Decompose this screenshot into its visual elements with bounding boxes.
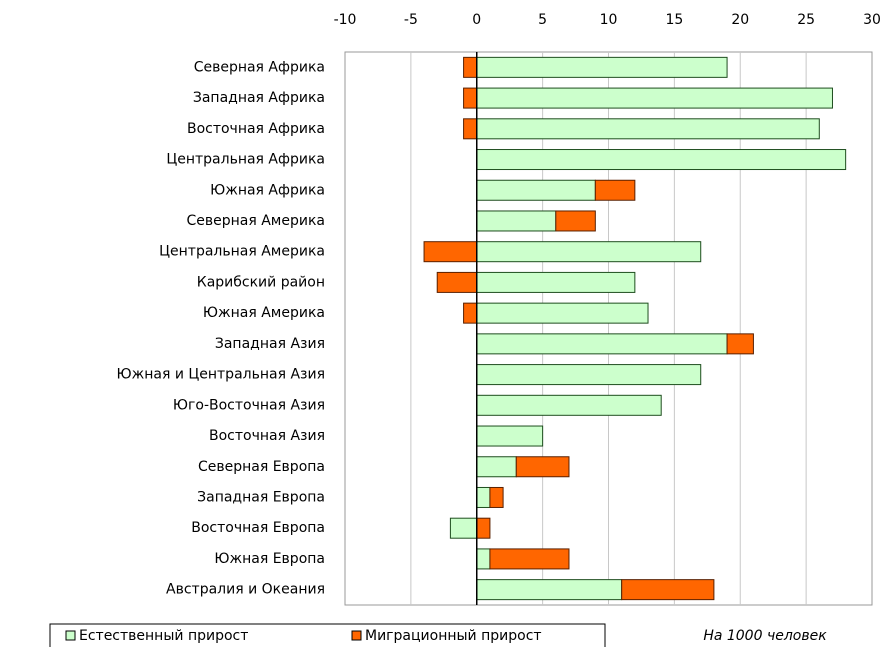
bar (423, 241, 478, 263)
x-tick-label: 5 (538, 12, 547, 28)
x-tick-label: 10 (600, 12, 618, 28)
y-tick-label: Восточная Азия (209, 428, 325, 444)
legend-swatch (65, 630, 76, 641)
x-tick-label: 15 (665, 12, 683, 28)
bar (555, 210, 596, 232)
bar (449, 517, 478, 539)
bar (463, 56, 478, 78)
bar (594, 179, 636, 201)
y-tick-label: Южная и Центральная Азия (117, 367, 325, 383)
bar (476, 486, 491, 508)
bar (476, 394, 662, 416)
x-tick-label: -10 (334, 12, 357, 28)
legend-label: Миграционный прирост (365, 628, 542, 644)
y-tick-label: Южная Америка (203, 305, 325, 321)
bar (476, 548, 491, 570)
x-tick-label: -5 (404, 12, 418, 28)
bar (476, 302, 649, 324)
y-tick-label: Северная Америка (186, 213, 325, 229)
bar (476, 271, 636, 293)
y-tick-label: Западная Африка (193, 90, 325, 106)
y-tick-label: Западная Азия (215, 336, 325, 352)
bar (476, 333, 728, 355)
bar (476, 149, 847, 171)
bar (436, 271, 478, 293)
y-tick-label: Восточная Европа (191, 520, 325, 536)
x-tick-label: 25 (797, 12, 815, 28)
y-tick-label: Западная Европа (197, 489, 325, 505)
legend-swatch (351, 630, 362, 641)
y-tick-label: Северная Африка (194, 59, 325, 75)
bar (489, 548, 570, 570)
bar (621, 579, 715, 601)
bar (476, 87, 833, 109)
bar (463, 302, 478, 324)
bar (463, 118, 478, 140)
bar (476, 579, 623, 601)
x-tick-label: 30 (863, 12, 881, 28)
bar (515, 456, 570, 478)
bar (476, 425, 544, 447)
x-tick-label: 0 (472, 12, 481, 28)
bar (489, 486, 504, 508)
bar (476, 118, 820, 140)
y-tick-label: Австралия и Океания (166, 582, 325, 598)
bar (476, 456, 517, 478)
y-tick-label: Центральная Америка (159, 244, 325, 260)
legend-box (49, 623, 606, 647)
y-tick-label: Южная Африка (210, 182, 325, 198)
x-tick-label: 20 (731, 12, 749, 28)
y-tick-label: Центральная Африка (166, 152, 325, 168)
y-tick-label: Карибский район (197, 274, 325, 290)
bar (476, 364, 702, 386)
legend-label: Естественный прирост (79, 628, 248, 644)
y-tick-label: Северная Европа (198, 459, 325, 475)
bar (726, 333, 754, 355)
bar (476, 179, 596, 201)
y-tick-label: Юго-Восточная Азия (173, 397, 325, 413)
annotation: На 1000 человек (703, 628, 827, 644)
bar (476, 210, 557, 232)
bar (476, 517, 491, 539)
bar (463, 87, 478, 109)
y-tick-label: Южная Европа (214, 551, 325, 567)
bar (476, 241, 702, 263)
y-tick-label: Восточная Африка (187, 121, 325, 137)
bar (476, 56, 728, 78)
